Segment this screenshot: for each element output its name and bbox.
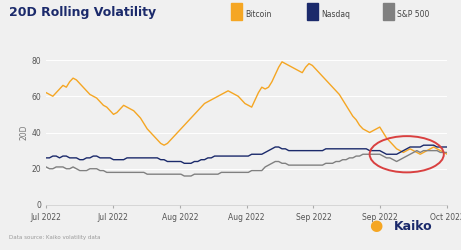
Text: 20D Rolling Volatility: 20D Rolling Volatility xyxy=(9,6,156,19)
Text: S&P 500: S&P 500 xyxy=(397,10,430,19)
Y-axis label: 20D: 20D xyxy=(20,125,29,140)
Text: Nasdaq: Nasdaq xyxy=(321,10,350,19)
Text: Bitcoin: Bitcoin xyxy=(245,10,272,19)
Text: ●: ● xyxy=(369,218,382,232)
Text: Kaiko: Kaiko xyxy=(394,220,433,232)
Text: Data source: Kaiko volatility data: Data source: Kaiko volatility data xyxy=(9,235,100,240)
